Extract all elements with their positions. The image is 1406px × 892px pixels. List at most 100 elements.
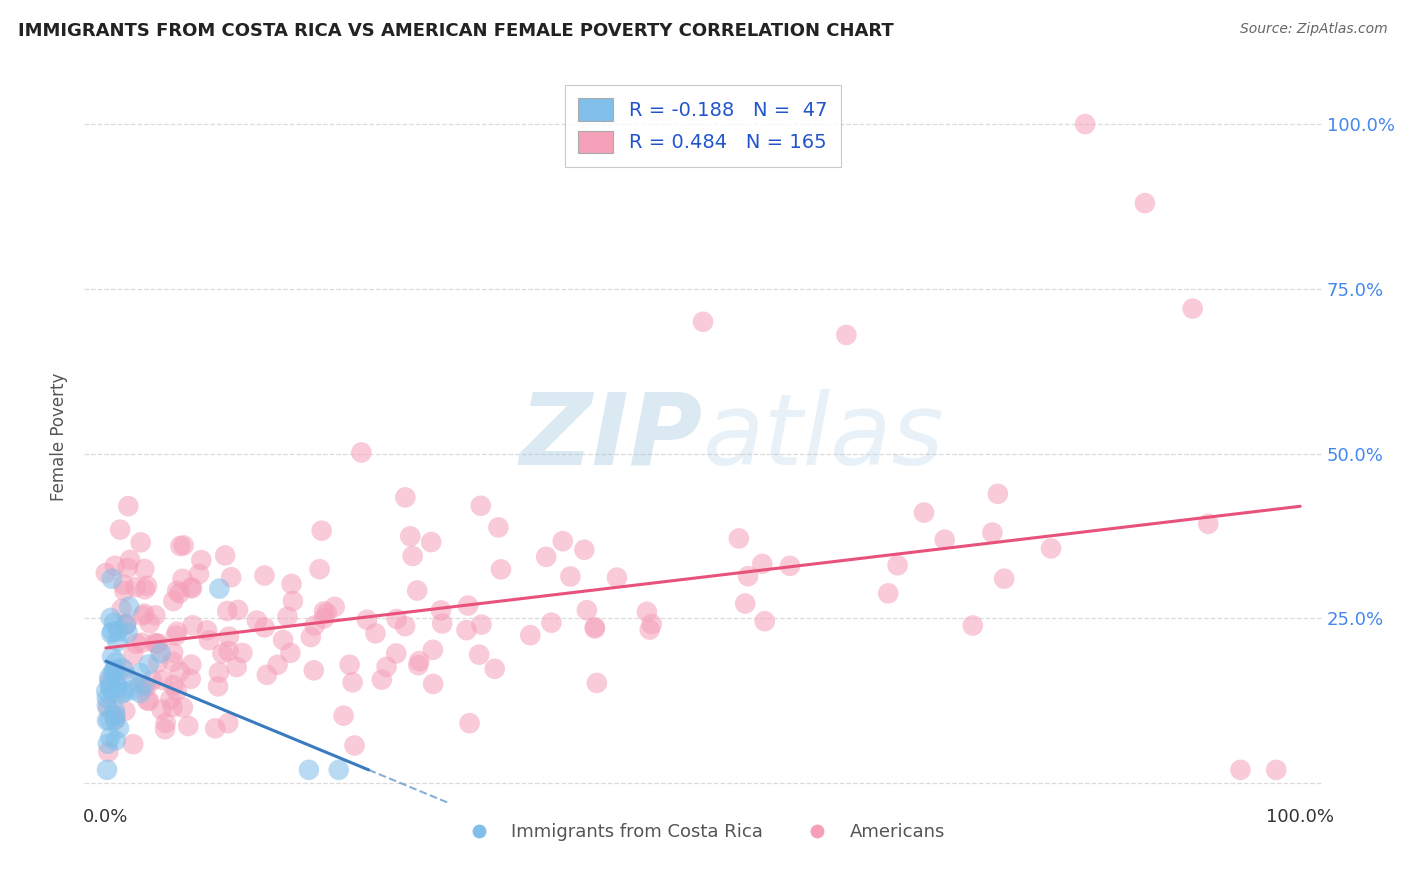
Point [114, 618, 136, 632]
Point [134, 562, 156, 576]
Point [96, 684, 118, 698]
Point [136, 579, 159, 593]
Point [105, 677, 128, 691]
Point [149, 646, 172, 660]
Point [162, 700, 184, 714]
Point [489, 562, 512, 576]
Point [129, 535, 152, 549]
Point [103, 615, 125, 630]
Text: atlas: atlas [703, 389, 945, 485]
Point [276, 609, 298, 624]
Point [162, 655, 184, 669]
Point [1229, 763, 1251, 777]
Point [540, 615, 562, 630]
Point [486, 520, 509, 534]
Point [165, 629, 187, 643]
Point [120, 553, 142, 567]
Point [734, 597, 756, 611]
Point [835, 327, 858, 342]
Point [422, 642, 444, 657]
Point [207, 679, 229, 693]
Point [371, 673, 394, 687]
Point [214, 549, 236, 563]
Text: IMMIGRANTS FROM COSTA RICA VS AMERICAN FEMALE POVERTY CORRELATION CHART: IMMIGRANTS FROM COSTA RICA VS AMERICAN F… [18, 22, 894, 40]
Point [105, 685, 128, 699]
Point [104, 708, 127, 723]
Point [117, 499, 139, 513]
Point [112, 685, 135, 699]
Point [166, 684, 188, 698]
Point [129, 686, 152, 700]
Point [311, 524, 333, 538]
Point [737, 569, 759, 583]
Point [172, 572, 194, 586]
Point [101, 624, 124, 639]
Point [422, 677, 444, 691]
Point [111, 602, 134, 616]
Point [583, 620, 606, 634]
Point [108, 721, 131, 735]
Point [138, 657, 160, 672]
Point [1133, 196, 1156, 211]
Point [129, 678, 152, 692]
Point [97, 745, 120, 759]
Point [1265, 763, 1288, 777]
Point [150, 703, 173, 717]
Point [585, 676, 607, 690]
Point [101, 572, 124, 586]
Point [180, 672, 202, 686]
Point [111, 661, 134, 675]
Point [912, 506, 935, 520]
Point [98, 673, 121, 688]
Point [169, 539, 191, 553]
Point [641, 617, 664, 632]
Point [111, 686, 134, 700]
Point [981, 525, 1004, 540]
Point [101, 683, 124, 698]
Point [456, 623, 478, 637]
Point [432, 616, 454, 631]
Point [96, 763, 118, 777]
Point [100, 611, 122, 625]
Point [534, 549, 557, 564]
Point [114, 618, 136, 632]
Point [281, 594, 304, 608]
Point [606, 571, 628, 585]
Point [519, 628, 541, 642]
Point [266, 657, 288, 672]
Point [181, 618, 204, 632]
Point [104, 713, 127, 727]
Point [226, 603, 249, 617]
Point [420, 535, 443, 549]
Point [169, 586, 191, 600]
Point [146, 656, 169, 670]
Point [173, 538, 195, 552]
Point [143, 636, 166, 650]
Point [375, 660, 398, 674]
Point [754, 614, 776, 628]
Point [134, 678, 156, 692]
Point [112, 663, 135, 677]
Point [131, 608, 153, 623]
Point [339, 657, 361, 672]
Point [180, 581, 202, 595]
Point [1074, 117, 1097, 131]
Point [560, 569, 582, 583]
Point [328, 763, 350, 777]
Point [323, 599, 346, 614]
Point [280, 646, 302, 660]
Point [96, 698, 118, 713]
Point [1181, 301, 1204, 316]
Point [1197, 516, 1219, 531]
Point [103, 663, 125, 677]
Point [457, 599, 479, 613]
Point [470, 617, 492, 632]
Point [401, 549, 423, 563]
Point [114, 704, 136, 718]
Point [115, 616, 138, 631]
Point [458, 716, 481, 731]
Point [169, 665, 191, 679]
Point [253, 568, 276, 582]
Point [574, 542, 596, 557]
Point [356, 613, 378, 627]
